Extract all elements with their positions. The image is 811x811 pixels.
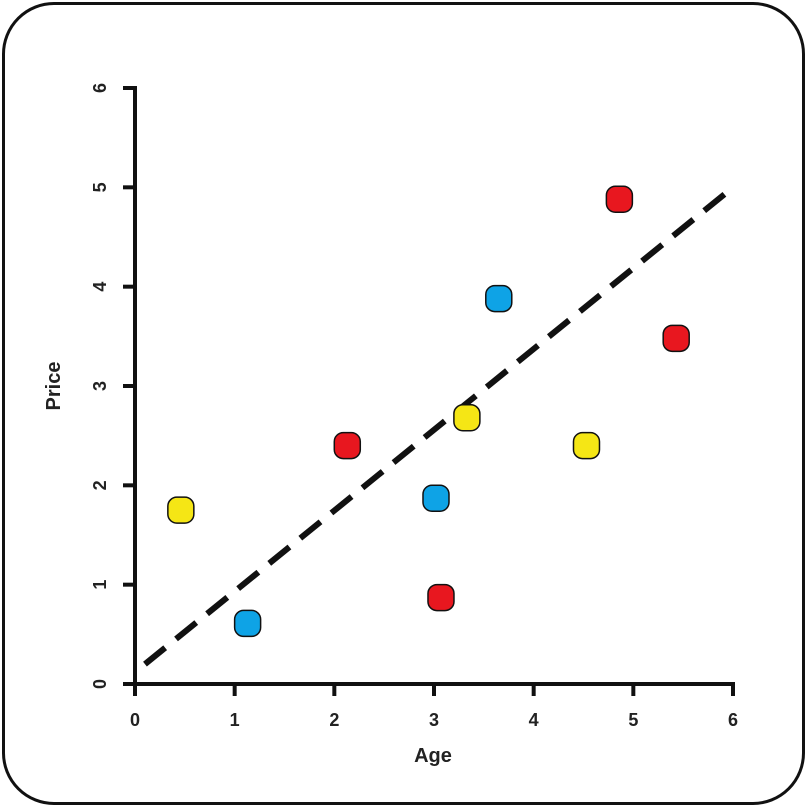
y-tick-label: 0 <box>90 679 110 689</box>
data-point-red <box>605 185 634 214</box>
data-point-yellow <box>453 404 481 432</box>
x-tick-label: 2 <box>329 710 339 730</box>
y-ticks: 0 1 2 3 4 5 6 <box>90 83 135 689</box>
trend-line-group <box>143 185 735 667</box>
x-ticks: 0 1 2 3 4 5 6 <box>130 684 738 730</box>
data-point-blue <box>422 484 450 512</box>
data-point-red <box>427 583 455 612</box>
x-tick-label: 5 <box>628 710 638 730</box>
data-point-blue <box>485 284 513 313</box>
y-tick-label: 2 <box>90 480 110 490</box>
y-tick-label: 3 <box>90 381 110 391</box>
data-point-yellow <box>572 431 601 460</box>
y-tick-label: 5 <box>90 182 110 192</box>
data-points <box>167 185 690 638</box>
x-axis-title: Age <box>414 745 452 767</box>
x-tick-label: 0 <box>130 710 140 730</box>
data-point-red <box>662 324 690 353</box>
data-point-blue <box>233 609 262 638</box>
x-tick-label: 6 <box>728 710 738 730</box>
trend-line <box>143 185 735 667</box>
x-tick-label: 3 <box>429 710 439 730</box>
data-point-red <box>333 431 362 460</box>
x-tick-label: 1 <box>230 710 240 730</box>
y-axis-title: Price <box>43 362 65 411</box>
y-tick-label: 4 <box>90 282 110 292</box>
y-tick-label: 1 <box>90 580 110 590</box>
x-tick-label: 4 <box>529 710 539 730</box>
data-point-yellow <box>167 496 195 524</box>
y-tick-label: 6 <box>90 83 110 93</box>
